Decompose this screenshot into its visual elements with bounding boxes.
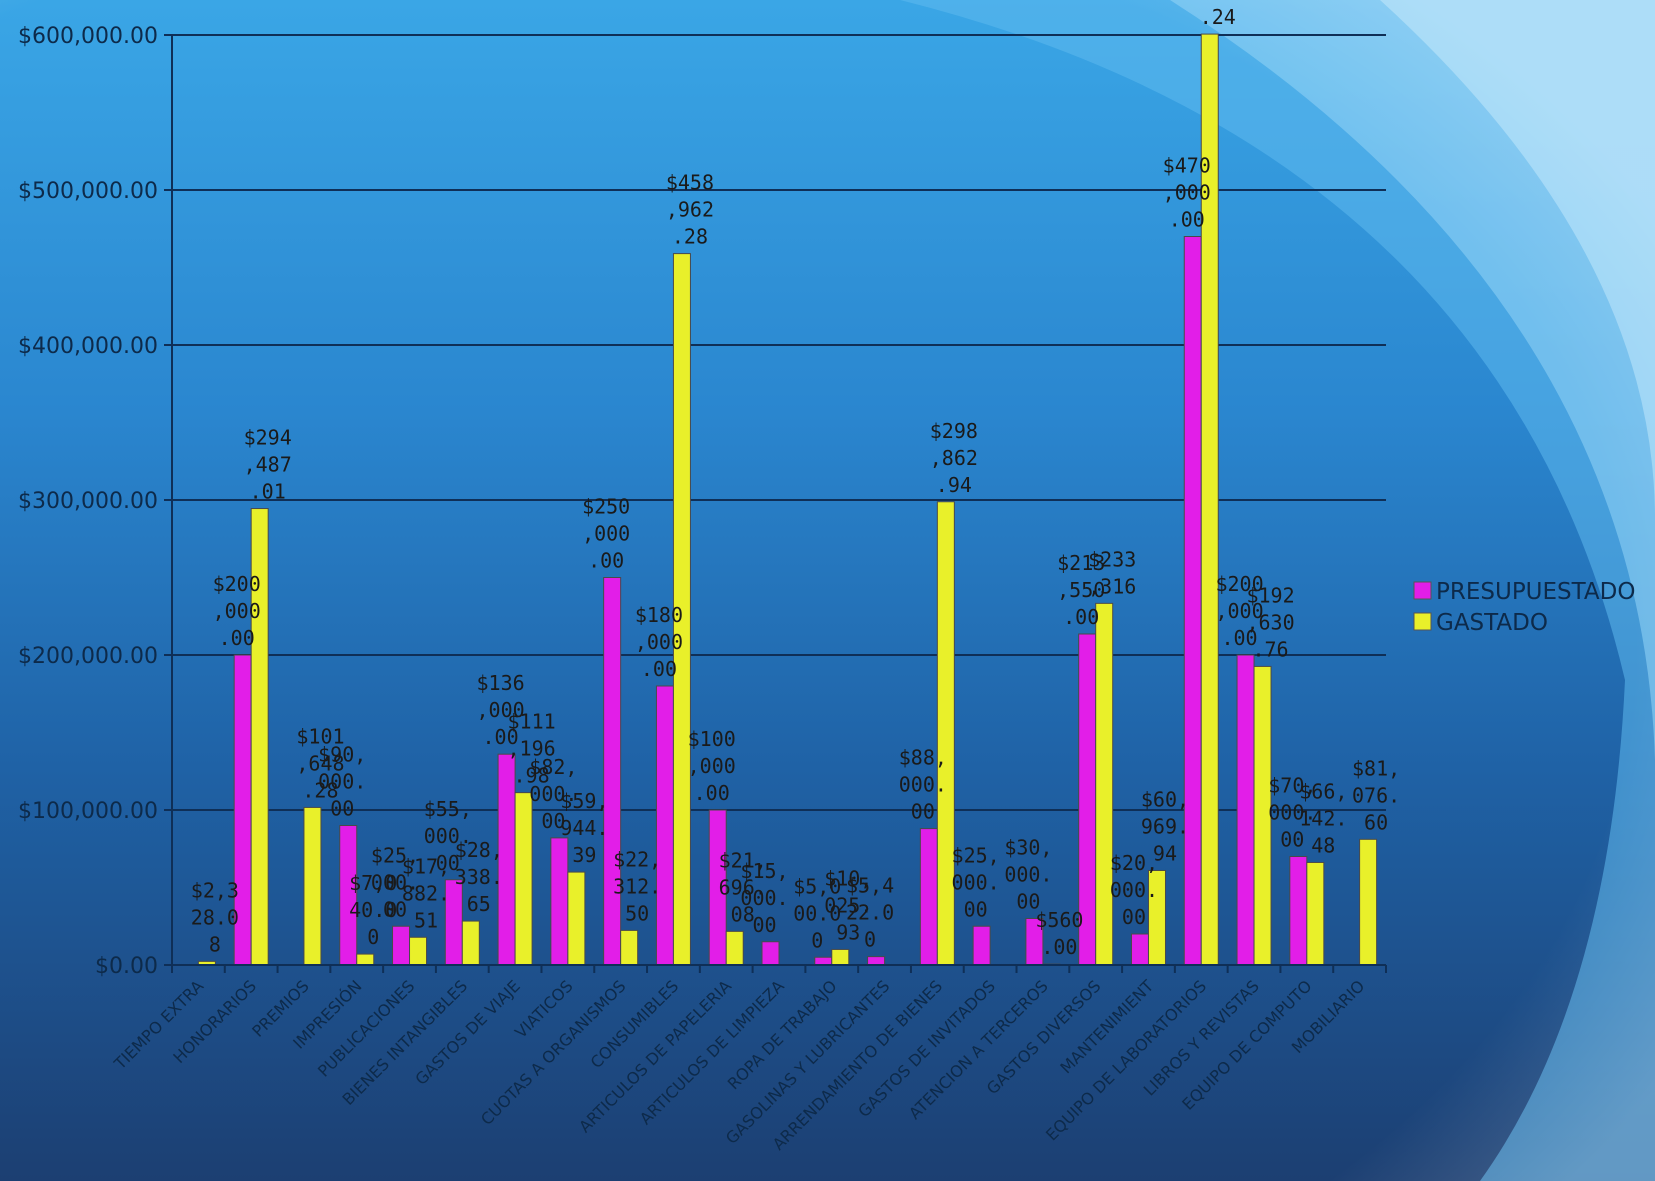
x-tick-label: TIEMPO EXTRA [110,976,207,1073]
bar-presupuestado [762,942,779,965]
bar-gastado [1307,862,1324,965]
bar-presupuestado [815,957,832,965]
x-tick-label: MANTENIMIENT [1056,976,1157,1077]
data-label: $180,000.00 [635,603,683,681]
bar-presupuestado [393,926,410,965]
bar-gastado [832,949,849,965]
bar-presupuestado [340,826,357,966]
bar-gastado [621,930,638,965]
bar-presupuestado [604,578,621,966]
bar-gastado [410,937,427,965]
bar-presupuestado [551,838,568,965]
x-tick-label: PUBLICACIONES [314,976,418,1080]
data-label: $294,487.01 [244,426,292,504]
data-label: $100,000.00 [688,727,736,805]
data-label: $250,000.00 [582,495,630,573]
data-label: $298,862.94 [930,419,978,497]
legend-swatch-presupuestado [1414,582,1431,599]
data-label: $458,962.28 [666,171,714,249]
bar-gastado [1360,839,1377,965]
y-tick-label: $600,000.00 [18,24,158,49]
data-label: $66, 142. 48 [1299,779,1347,857]
legend-label-presupuestado: PRESUPUESTADO [1436,579,1635,605]
data-label: $200,000.00 [213,572,261,650]
data-label: $30, 000. 00 [1004,836,1052,914]
data-label: $25, 000. 00 [952,843,1000,921]
data-labels: $2,3 28.0 8$200,000.00$294,487.01$101,648.… [191,0,1400,959]
bar-gastado [937,502,954,965]
bar-gastado [304,807,321,965]
data-label: $81, 076. 60 [1352,756,1400,834]
bar-gastado [1096,603,1113,965]
y-tick-label: $500,000.00 [18,179,158,204]
y-tick-label: $400,000.00 [18,334,158,359]
data-label: $192,630.76 [1246,583,1294,661]
y-tick-label: $200,000.00 [18,644,158,669]
bar-gastado [357,954,374,965]
data-label: $2,3 28.0 8 [191,878,239,956]
bar-gastado [568,872,585,965]
y-tick-label: $300,000.00 [18,489,158,514]
bar-presupuestado [1290,857,1307,966]
bar-gastado [515,793,532,965]
data-label: $90, 000. 00 [318,743,366,821]
bar-presupuestado [920,829,937,965]
y-tick-label: $100,000.00 [18,799,158,824]
y-tick-label: $0.00 [95,954,158,979]
y-axis: $0.00 $100,000.00 $200,000.00 $300,000.00 $4… [18,24,172,979]
bar-gastado [462,921,479,965]
bar-presupuestado [1131,934,1148,965]
bar-gastado [726,931,743,965]
bar-presupuestado [868,957,885,965]
legend-label-gastado: GASTADO [1436,610,1548,636]
data-label: $470,000.00 [1163,154,1211,232]
bar-presupuestado [1184,237,1201,966]
bar-presupuestado [1237,655,1254,965]
x-axis: TIEMPO EXTRAHONORARIOSPREMIOSIMPRESIÓNPU… [110,965,1386,1154]
bar-presupuestado [656,686,673,965]
bar-presupuestado [973,926,990,965]
legend-swatch-gastado [1414,613,1431,630]
data-label: $600,595.24 [1194,0,1242,29]
legend: PRESUPUESTADO GASTADO [1414,579,1635,636]
